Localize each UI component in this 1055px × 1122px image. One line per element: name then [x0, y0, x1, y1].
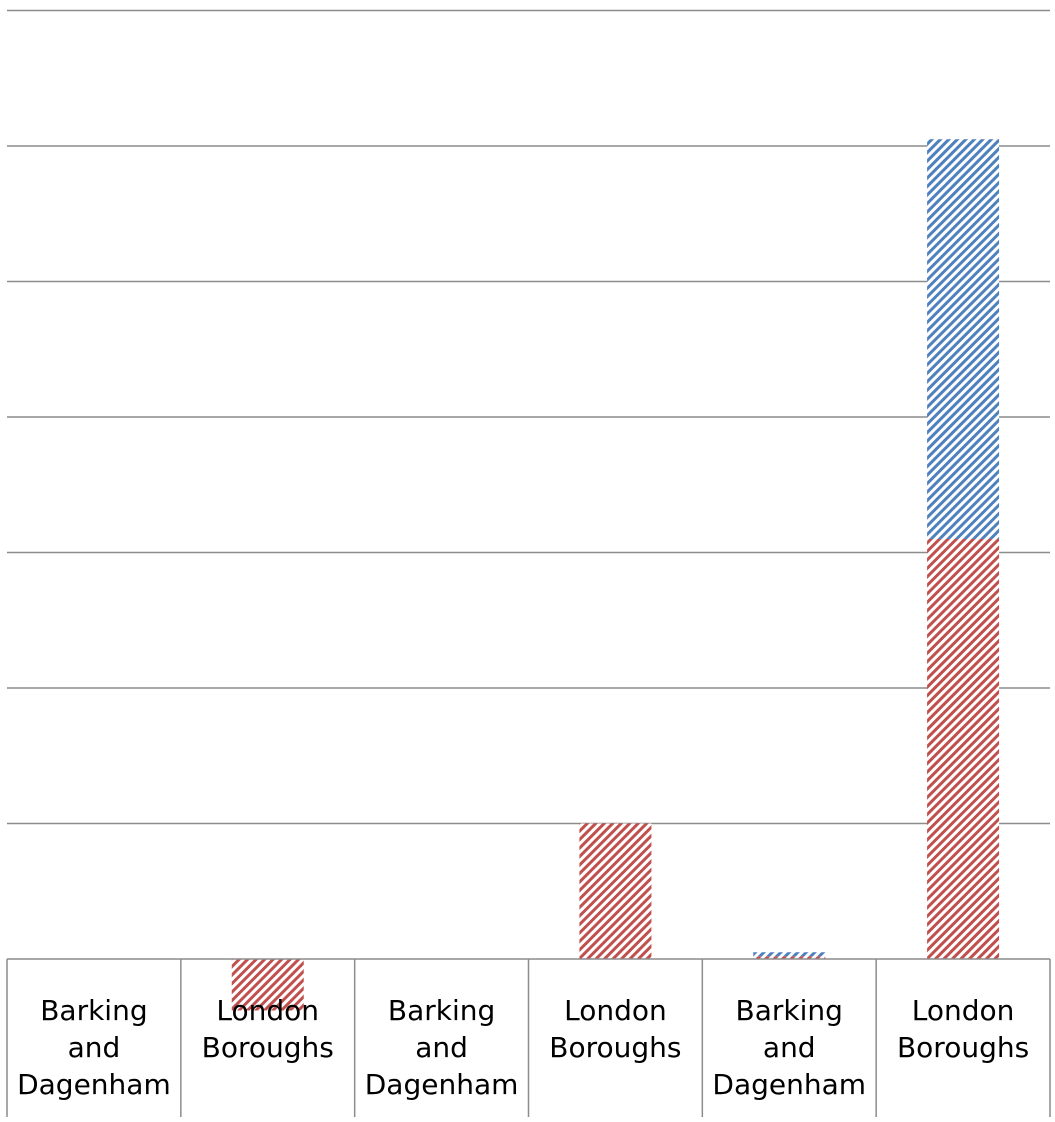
category-label-line: Boroughs [549, 1031, 681, 1064]
category-label-line: Boroughs [202, 1031, 334, 1064]
category-label: Barking and Dagenham [17, 994, 171, 1101]
category-label-line: Boroughs [897, 1031, 1029, 1064]
category-label-line: Dagenham [17, 1068, 171, 1101]
category-label: London Boroughs [897, 994, 1029, 1064]
gridlines [7, 9, 1050, 825]
category-label-line: Dagenham [712, 1068, 866, 1101]
category-label-line: Barking [40, 994, 147, 1027]
category-label-line: Dagenham [365, 1068, 519, 1101]
category-label: Barking and Dagenham [365, 994, 519, 1101]
bar-segment [753, 956, 826, 959]
bar-segment [927, 538, 1000, 959]
category-axis: Barking and Dagenham London Boroughs Barking a… [6, 958, 1051, 1117]
category-label-line: Barking [388, 994, 495, 1027]
category-label-line: and [68, 1031, 121, 1064]
bar-segment [231, 959, 304, 1011]
bar-segment [927, 139, 1000, 539]
category-label-line: London [564, 994, 667, 1027]
category-label-line: London [912, 994, 1015, 1027]
category-label-line: Barking [736, 994, 843, 1027]
category-label: London Boroughs [202, 994, 334, 1064]
category-label-line: and [415, 1031, 468, 1064]
bar-segment [753, 952, 826, 957]
bars [231, 139, 1000, 1011]
category-label-line: and [763, 1031, 816, 1064]
category-label: Barking and Dagenham [712, 994, 866, 1101]
category-label-line: London [216, 994, 319, 1027]
category-label: London Boroughs [549, 994, 681, 1064]
bar-segment [579, 823, 652, 959]
